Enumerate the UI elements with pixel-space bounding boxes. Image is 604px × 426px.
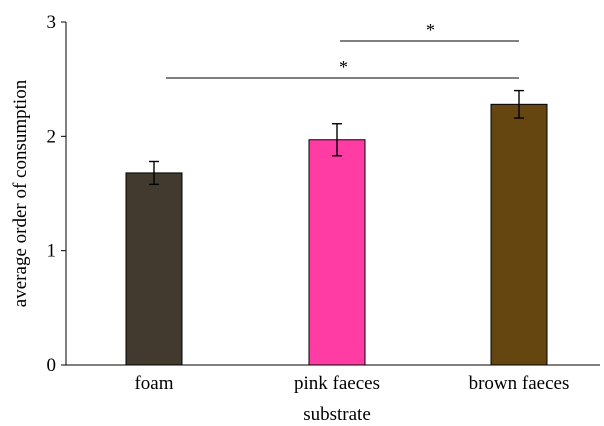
- x-tick-labels: foam pink faeces brown faeces: [134, 373, 569, 394]
- significance-brackets: **: [166, 20, 519, 79]
- y-tick-label: 2: [47, 126, 57, 147]
- x-tick-label: pink faeces: [294, 373, 380, 394]
- x-tick-label: foam: [134, 373, 173, 394]
- significance-star: *: [339, 57, 348, 77]
- bar-foam: [125, 172, 183, 366]
- significance-star: *: [426, 20, 435, 40]
- y-tick-labels: 0 1 2 3: [47, 12, 66, 376]
- x-axis-label: substrate: [303, 404, 371, 425]
- bar-brown-faeces: [490, 103, 548, 366]
- plot-area: [125, 89, 548, 366]
- y-axis-label: average order of consumption: [10, 79, 31, 307]
- x-tick-label: brown faeces: [469, 373, 570, 394]
- y-tick-label: 3: [47, 12, 57, 33]
- y-tick-label: 1: [47, 241, 57, 262]
- y-tick-label: 0: [47, 355, 57, 376]
- bar-pink-faeces: [308, 139, 366, 366]
